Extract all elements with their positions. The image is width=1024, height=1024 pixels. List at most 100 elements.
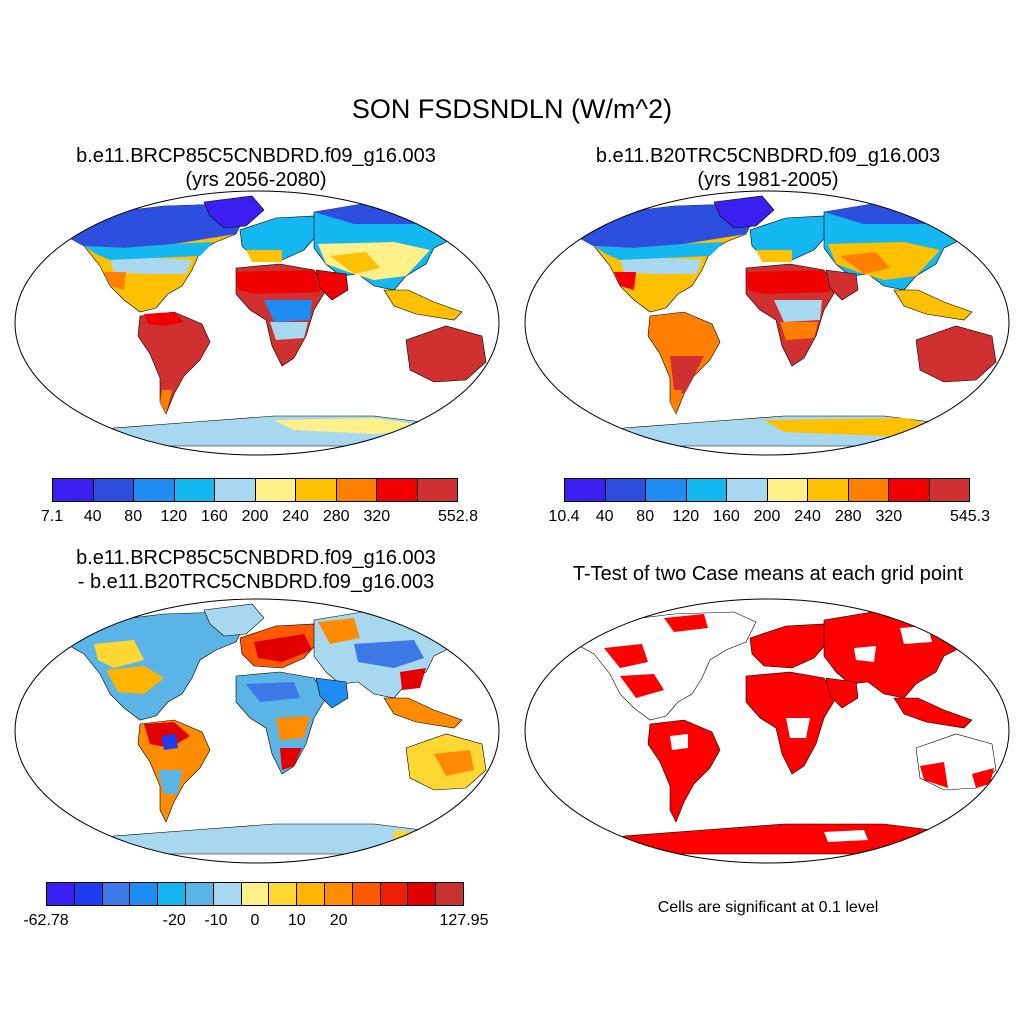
colorbar-cell [377, 479, 418, 501]
colorbar-tick-label: 160 [713, 508, 740, 525]
panel-2-title-line2: (yrs 1981-2005) [697, 169, 839, 191]
panel-1-title-line1: b.e11.BRCP85C5CNBDRD.f09_g16.003 [76, 145, 436, 167]
se-asia-outline [893, 697, 973, 729]
map-future-case [14, 190, 500, 456]
greenland-land [713, 195, 775, 229]
colorbar-cell [436, 883, 463, 905]
colorbar-cell [102, 883, 131, 905]
colorbar-cell [565, 479, 606, 501]
colorbar-cell [417, 479, 457, 501]
antarctica-land [73, 823, 485, 855]
significance-note: Cells are significant at 0.1 level [657, 899, 879, 916]
colorbar-cell [808, 479, 849, 501]
colorbar-tick-label: 280 [834, 508, 862, 525]
colorbar-tick-label: 240 [794, 508, 821, 525]
colorbar-cell [324, 883, 353, 905]
colorbar-cell [174, 479, 215, 501]
colorbar-cell [767, 479, 808, 501]
colorbar-cell [134, 479, 175, 501]
colorbar-tick-label: 200 [753, 508, 781, 525]
arabia-land [315, 677, 349, 709]
colorbar-tick-label: -20 [162, 912, 186, 929]
colorbar-tick-label: 320 [875, 508, 903, 525]
panel-3-title-line2: - b.e11.B20TRC5CNBDRD.f09_g16.003 [77, 571, 435, 593]
colorbar-future-case [52, 478, 458, 502]
colorbar-tick-label: 10.4 [548, 508, 580, 525]
map-historical-case [524, 190, 1010, 456]
arabia-land [825, 269, 859, 301]
colorbar-tick-label: 120 [672, 508, 700, 525]
colorbar-tick-label: 20 [329, 912, 348, 929]
map-difference [14, 598, 500, 864]
colorbar-tick-label: 80 [124, 508, 143, 525]
figure-title: SON FSDSNDLN (W/m^2) [351, 94, 673, 124]
greenland-land [203, 195, 265, 229]
colorbar-tick-label: 0 [250, 912, 260, 929]
colorbar-tick-label: 120 [160, 508, 188, 525]
colorbar-cell [889, 479, 930, 501]
panel-1-title-line2: (yrs 2056-2080) [185, 169, 327, 191]
colorbar-tick-label: 40 [83, 508, 102, 525]
colorbar-cell [646, 479, 687, 501]
colorbar-tick-label: -10 [204, 912, 228, 929]
colorbar-cell [727, 479, 768, 501]
panel-2-title: b.e11.B20TRC5CNBDRD.f09_g16.003 (yrs 198… [526, 144, 1010, 192]
colorbar-tick-label: 552.8 [437, 508, 479, 525]
colorbar-cell [255, 479, 296, 501]
colorbar-cell [93, 479, 134, 501]
arabia-land [315, 269, 349, 301]
colorbar-tick-label: -62.78 [23, 912, 69, 929]
colorbar-cell [848, 479, 889, 501]
colorbar-cell [686, 479, 727, 501]
greenland-land [203, 603, 265, 637]
se-asia-land [893, 289, 973, 321]
panel-3-title-line1: b.e11.BRCP85C5CNBDRD.f09_g16.003 [76, 547, 436, 569]
australia-land [915, 325, 997, 383]
panel-3-title: b.e11.BRCP85C5CNBDRD.f09_g16.003 - b.e11… [14, 546, 498, 594]
panel-2-title-line1: b.e11.B20TRC5CNBDRD.f09_g16.003 [595, 145, 941, 167]
se-asia-land [383, 289, 463, 321]
se-asia-land [383, 697, 463, 729]
colorbar-cell [269, 883, 298, 905]
colorbar-cell [297, 883, 325, 905]
colorbar-cell [47, 883, 75, 905]
colorbar-tick-label: 240 [282, 508, 309, 525]
map-significance [524, 598, 1010, 864]
colorbar-historical-case [564, 478, 970, 502]
colorbar-cell [185, 883, 214, 905]
colorbar-tick-label: 280 [322, 508, 350, 525]
colorbar-cell [53, 479, 94, 501]
colorbar-cell [605, 479, 646, 501]
colorbar-tick-label: 545.3 [949, 508, 991, 525]
colorbar-cell [296, 479, 337, 501]
colorbar-cell [74, 883, 103, 905]
panel-1-title: b.e11.BRCP85C5CNBDRD.f09_g16.003 (yrs 20… [14, 144, 498, 192]
colorbar-cell [130, 883, 159, 905]
colorbar-tick-label: 7.1 [40, 508, 64, 525]
north-america-outline [575, 611, 757, 721]
colorbar-cell [380, 883, 409, 905]
colorbar-cell [336, 479, 377, 501]
colorbar-cell [241, 883, 270, 905]
australia-land [405, 325, 487, 383]
colorbar-difference [46, 882, 464, 906]
colorbar-cell [213, 883, 242, 905]
colorbar-tick-label: 160 [201, 508, 228, 525]
south-america-land [137, 311, 211, 415]
colorbar-tick-label: 200 [241, 508, 269, 525]
europe-outline [749, 623, 829, 669]
colorbar-tick-label: 40 [595, 508, 614, 525]
colorbar-tick-label: 80 [636, 508, 655, 525]
south-america-outline [647, 719, 721, 823]
antarctica-outline [583, 823, 995, 855]
colorbar-tick-label: 320 [363, 508, 391, 525]
arabia-outline [825, 677, 859, 709]
colorbar-cell [352, 883, 381, 905]
colorbar-tick-label: 127.95 [439, 912, 489, 929]
colorbar-cell [408, 883, 437, 905]
colorbar-cell [158, 883, 186, 905]
colorbar-cell [215, 479, 256, 501]
panel-4-title: T-Test of two Case means at each grid po… [572, 563, 964, 585]
colorbar-cell [929, 479, 969, 501]
colorbar-tick-label: 10 [287, 912, 306, 929]
